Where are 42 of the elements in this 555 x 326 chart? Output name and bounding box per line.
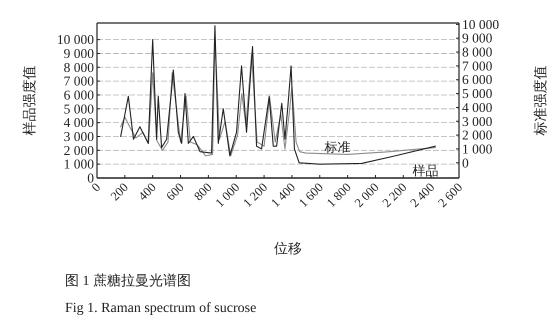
x-tick-label: 1 200 (240, 180, 270, 210)
x-tick-label: 1 800 (324, 180, 354, 210)
y-tick-label: 1 000 (64, 156, 94, 172)
y2-tick-label: 10 000 (462, 16, 500, 32)
x-tick-label: 2 200 (380, 180, 410, 210)
y-tick-label: 2 000 (64, 142, 94, 158)
y-tick-label: 0 (87, 170, 94, 186)
x-tick-label: 1 600 (296, 180, 326, 210)
y2-tick-label: 1 000 (462, 141, 493, 156)
series-label: 标准 (324, 139, 351, 154)
x-tick-label: 400 (136, 180, 159, 204)
x-tick-label: 2 400 (407, 180, 438, 210)
x-axis-title: 位移 (274, 241, 302, 257)
y-tick-label: 9 000 (64, 46, 94, 61)
x-tick-label: 1 000 (212, 180, 242, 210)
y2-tick-label: 3 000 (462, 114, 493, 129)
y2-tick-label: 7 000 (462, 58, 493, 74)
x-tick-label: 1 400 (268, 180, 298, 210)
y-tick-label: 6 000 (64, 87, 94, 102)
x-tick-label: 2 000 (352, 180, 382, 210)
y-tick-label: 3 000 (64, 128, 94, 144)
y2-tick-label: 9 000 (462, 30, 493, 46)
x-tick-label: 800 (191, 180, 215, 204)
y2-tick-label: 0 (462, 155, 469, 170)
x-tick-label: 600 (164, 180, 187, 204)
y2-tick-label: 5 000 (462, 86, 493, 102)
y2-tick-label: 6 000 (462, 72, 493, 88)
caption: Fig 1. Raman spectrum of sucrose (65, 301, 256, 316)
y-tick-label: 8 000 (64, 60, 94, 75)
y2-tick-label: 8 000 (462, 44, 493, 60)
y-tick-label: 7 000 (64, 74, 94, 89)
series-label: 样品 (412, 163, 438, 178)
y-tick-label: 10 000 (56, 32, 94, 48)
x-tick-label: 200 (108, 180, 131, 204)
y-tick-label: 5 000 (64, 101, 94, 116)
y-tick-label: 4 000 (64, 115, 94, 130)
y2-axis-title: 标准强度值 (533, 66, 549, 136)
caption: 图 1 蔗糖拉曼光谱图 (65, 273, 191, 289)
x-tick-label: 2 600 (435, 180, 466, 210)
y2-tick-label: 4 000 (462, 100, 493, 115)
y-axis-title: 样品强度值 (22, 66, 38, 136)
y2-tick-label: 2 000 (462, 128, 493, 143)
